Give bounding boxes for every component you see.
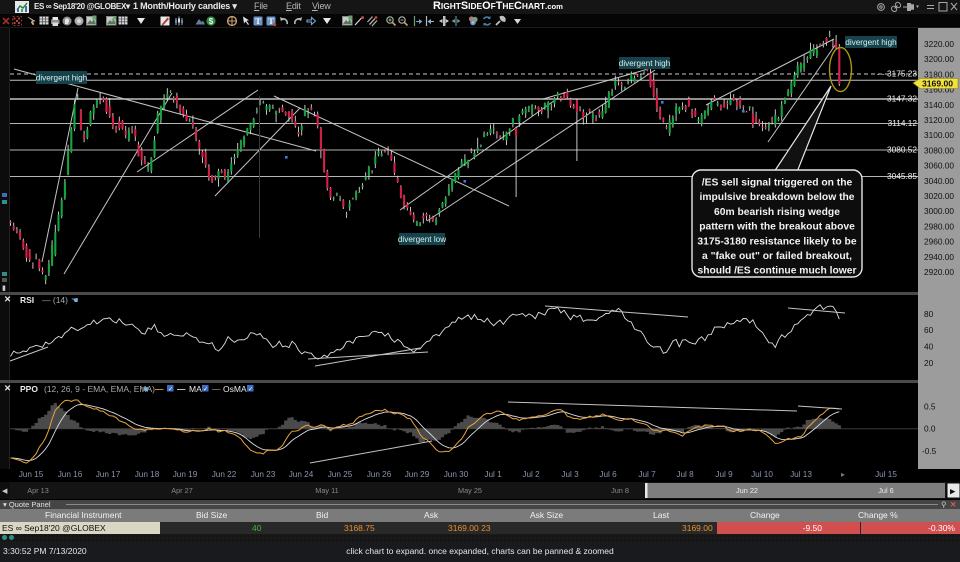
svg-text:2920.00: 2920.00 xyxy=(924,267,954,277)
svg-text:▮: ▮ xyxy=(2,285,6,292)
svg-text:3080.00: 3080.00 xyxy=(924,145,954,155)
svg-text:RSI: RSI xyxy=(20,295,34,305)
svg-text:3160.00: 3160.00 xyxy=(924,85,954,95)
svg-text:OsMA: OsMA xyxy=(223,384,247,394)
svg-text:Jun 24: Jun 24 xyxy=(289,470,314,479)
svg-text:3180.00: 3180.00 xyxy=(924,69,954,79)
svg-text:80: 80 xyxy=(924,309,934,319)
svg-text:Jun 22: Jun 22 xyxy=(212,470,237,479)
svg-text:/ES sell signal triggered on t: /ES sell signal triggered on the xyxy=(702,178,853,189)
svg-text:3040.00: 3040.00 xyxy=(924,176,954,186)
svg-text:-0.5: -0.5 xyxy=(922,446,937,456)
svg-text:May 11: May 11 xyxy=(315,486,338,495)
svg-text:should /ES continue much lower: should /ES continue much lower xyxy=(697,266,856,277)
svg-text:3200.00: 3200.00 xyxy=(924,54,954,64)
svg-text:40: 40 xyxy=(924,342,934,352)
svg-text:Jul 8: Jul 8 xyxy=(676,470,694,479)
svg-text:a "fake out" or failed breakou: a "fake out" or failed breakout, xyxy=(702,251,852,262)
svg-text:Jul 7: Jul 7 xyxy=(638,470,656,479)
svg-text:3147.32: 3147.32 xyxy=(887,94,917,104)
svg-text:3120.00: 3120.00 xyxy=(924,115,954,125)
svg-text:Jun 30: Jun 30 xyxy=(444,470,469,479)
svg-text:Jul 13: Jul 13 xyxy=(790,470,812,479)
svg-text:60m bearish rising wedge: 60m bearish rising wedge xyxy=(714,207,840,218)
svg-text:Apr 27: Apr 27 xyxy=(171,486,193,495)
svg-text:$: $ xyxy=(209,17,214,26)
svg-text:T: T xyxy=(268,17,274,26)
svg-text:Jun 25: Jun 25 xyxy=(328,470,353,479)
svg-text:3100.00: 3100.00 xyxy=(924,130,954,140)
svg-text:Jun 23: Jun 23 xyxy=(251,470,276,479)
svg-text:0.0: 0.0 xyxy=(924,424,936,434)
svg-text:Jul 3: Jul 3 xyxy=(561,470,579,479)
svg-text:✕: ✕ xyxy=(4,294,11,304)
svg-text:✕: ✕ xyxy=(4,383,11,393)
svg-text:2960.00: 2960.00 xyxy=(924,237,954,247)
svg-text:Jul 9: Jul 9 xyxy=(715,470,733,479)
svg-text:3220.00: 3220.00 xyxy=(924,39,954,49)
svg-text:60: 60 xyxy=(924,325,934,335)
svg-text:Jul 2: Jul 2 xyxy=(522,470,540,479)
svg-text:3020.00: 3020.00 xyxy=(924,191,954,201)
svg-text:— (14): — (14) xyxy=(42,295,68,305)
svg-text:Jul 10: Jul 10 xyxy=(751,470,773,479)
svg-text:Jun 18: Jun 18 xyxy=(135,470,160,479)
svg-text:divergent high: divergent high xyxy=(36,74,88,83)
svg-text:Jun 19: Jun 19 xyxy=(173,470,198,479)
svg-text:divergent high: divergent high xyxy=(845,38,897,47)
svg-text:☚: ☚ xyxy=(141,384,149,394)
svg-text:3060.00: 3060.00 xyxy=(924,161,954,171)
svg-text:✓: ✓ xyxy=(203,387,208,393)
svg-text:Jul 15: Jul 15 xyxy=(875,470,897,479)
svg-text:◀: ◀ xyxy=(2,488,8,495)
svg-text:2980.00: 2980.00 xyxy=(924,221,954,231)
svg-text:PPO: PPO xyxy=(20,384,38,394)
svg-text:divergent high: divergent high xyxy=(619,59,671,68)
svg-text:3080.52: 3080.52 xyxy=(887,145,917,155)
svg-text:Jun 8: Jun 8 xyxy=(611,486,629,495)
svg-text:divergent low: divergent low xyxy=(398,235,446,244)
svg-text:Jun 26: Jun 26 xyxy=(367,470,392,479)
svg-text:3140.00: 3140.00 xyxy=(924,100,954,110)
svg-text:2940.00: 2940.00 xyxy=(924,252,954,262)
svg-text:Jul 6: Jul 6 xyxy=(599,470,617,479)
svg-text:✓: ✓ xyxy=(168,387,173,393)
svg-text:3114.12: 3114.12 xyxy=(888,118,918,128)
svg-text:impulsive breakdown below the: impulsive breakdown below the xyxy=(699,192,854,203)
svg-text:3000.00: 3000.00 xyxy=(924,206,954,216)
svg-text:Jun 16: Jun 16 xyxy=(58,470,83,479)
svg-text:Jun 15: Jun 15 xyxy=(19,470,44,479)
svg-text:Jun 22: Jun 22 xyxy=(736,486,758,495)
svg-text:—: — xyxy=(177,384,186,394)
svg-text:▶: ▶ xyxy=(950,489,956,496)
svg-text:May 25: May 25 xyxy=(458,486,482,495)
svg-text:Jun 29: Jun 29 xyxy=(405,470,430,479)
svg-text:—: — xyxy=(155,384,164,394)
svg-text:- - 3175.23: - - 3175.23 xyxy=(877,69,918,79)
svg-text:—: — xyxy=(212,384,221,394)
svg-text:☚: ☚ xyxy=(71,295,79,305)
svg-text:3175-3180 resistance likely to: 3175-3180 resistance likely to be xyxy=(697,236,856,247)
svg-text:(12, 26, 9 - EMA, EMA, EMA): (12, 26, 9 - EMA, EMA, EMA) xyxy=(44,384,155,394)
svg-text:MA: MA xyxy=(189,384,202,394)
svg-text:Jul 1: Jul 1 xyxy=(484,470,502,479)
svg-text:Jun 17: Jun 17 xyxy=(96,470,121,479)
svg-text:✓: ✓ xyxy=(248,387,253,393)
svg-text:Jul 6: Jul 6 xyxy=(878,486,893,495)
svg-text:0.5: 0.5 xyxy=(924,402,936,412)
svg-text:pattern with the breakout abov: pattern with the breakout above xyxy=(699,222,855,233)
svg-text:▸: ▸ xyxy=(841,470,845,479)
svg-text:Apr 13: Apr 13 xyxy=(27,486,49,495)
svg-text:20: 20 xyxy=(924,358,934,368)
svg-text:3169.00: 3169.00 xyxy=(922,79,953,89)
svg-text:3045.85: 3045.85 xyxy=(887,171,917,181)
svg-text:T: T xyxy=(255,17,261,26)
